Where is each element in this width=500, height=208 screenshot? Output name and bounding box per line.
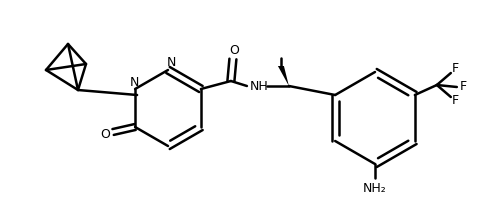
Text: F: F xyxy=(452,62,458,76)
Text: F: F xyxy=(452,94,458,108)
Polygon shape xyxy=(278,66,289,86)
Text: O: O xyxy=(229,45,239,57)
Text: NH: NH xyxy=(250,79,268,93)
Text: NH₂: NH₂ xyxy=(363,182,387,194)
Text: N: N xyxy=(130,76,139,88)
Text: F: F xyxy=(460,80,466,94)
Text: N: N xyxy=(166,57,175,69)
Text: O: O xyxy=(100,128,110,140)
